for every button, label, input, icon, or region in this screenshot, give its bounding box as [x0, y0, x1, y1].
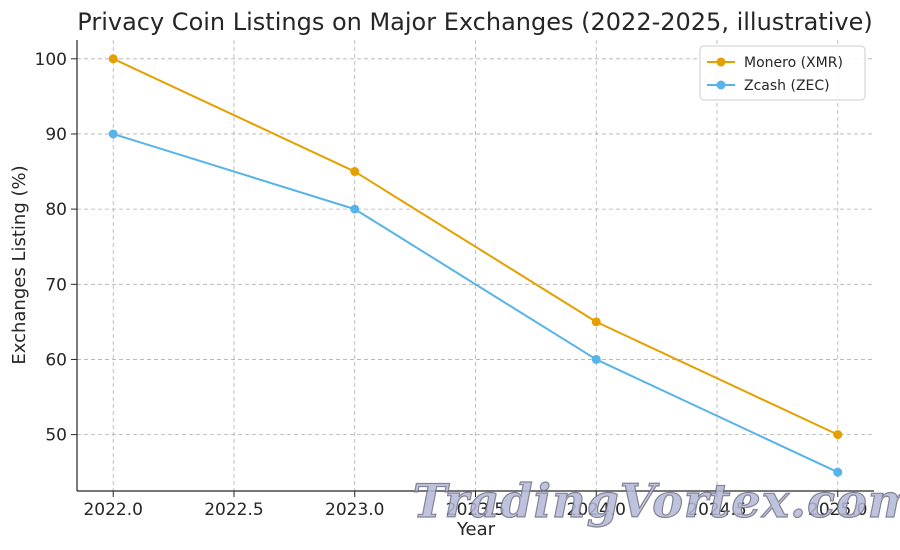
legend-entry: Zcash (ZEC)	[707, 78, 830, 94]
y-tick-label: 100	[35, 50, 67, 70]
data-point	[591, 317, 601, 327]
y-tick-label: 50	[45, 426, 67, 446]
data-point	[350, 204, 360, 214]
x-tick-label: 2024.0	[567, 500, 626, 520]
legend-box	[699, 45, 866, 101]
y-axis-label: Exchanges Listing (%)	[9, 165, 30, 364]
data-point	[833, 430, 843, 440]
data-point	[833, 467, 843, 477]
y-tick-label: 80	[45, 200, 67, 220]
y-tick-label: 70	[45, 275, 67, 295]
x-tick-label: 2025.0	[808, 500, 867, 520]
legend-marker	[716, 80, 726, 90]
chart-title: Privacy Coin Listings on Major Exchanges…	[77, 8, 872, 36]
watermark-logo: TradingVortex.com	[413, 474, 900, 528]
data-point	[350, 167, 360, 177]
series-0	[108, 54, 843, 440]
data-point	[591, 354, 601, 364]
y-tick-label: 60	[45, 350, 67, 370]
x-tick-label: 2024.5	[687, 500, 746, 520]
legend-marker	[716, 57, 726, 67]
x-tick-label: 2023.0	[325, 500, 384, 520]
x-axis-label: Year	[456, 519, 496, 540]
x-tick-label: 2023.5	[446, 500, 505, 520]
series-1	[108, 129, 843, 477]
y-tick-label: 90	[45, 125, 67, 145]
series-layer	[108, 54, 843, 477]
series-line	[112, 133, 839, 474]
legend: Monero (XMR) Zcash (ZEC)	[699, 45, 866, 101]
data-point	[108, 129, 118, 139]
legend-label: Monero (XMR)	[744, 55, 843, 71]
x-tick-label: 2022.0	[83, 500, 142, 520]
legend-label: Zcash (ZEC)	[744, 78, 830, 94]
x-tick-label: 2022.5	[204, 500, 263, 520]
series-line	[112, 57, 839, 436]
data-point	[108, 54, 118, 64]
ticks: 2022.0 2022.5 2023.0 2023.5 2024.0 2024.5 2025…	[35, 50, 868, 520]
legend-entry: Monero (XMR)	[707, 55, 843, 71]
grid	[77, 40, 874, 491]
